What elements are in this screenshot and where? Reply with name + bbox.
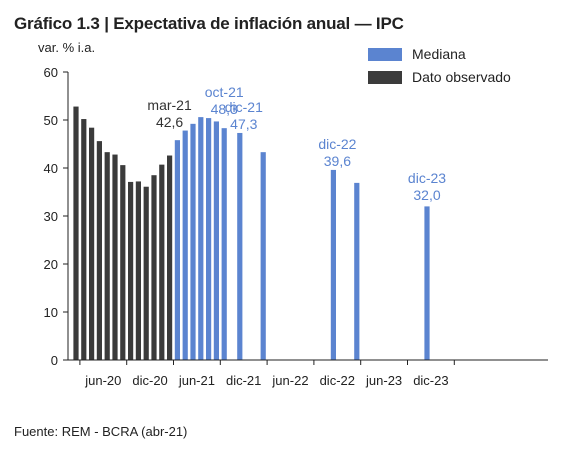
annotation-value-dic-23: 32,0 xyxy=(413,187,440,203)
observed-bar-mar-21 xyxy=(167,155,173,360)
median-bar-abr-21 xyxy=(174,140,180,360)
legend-mediana-swatch xyxy=(368,48,402,61)
y-tick-label: 30 xyxy=(44,209,58,224)
median-bar-jun-21 xyxy=(190,123,196,360)
y-axis-label: var. % i.a. xyxy=(38,40,95,55)
median-bar-mar-22 xyxy=(260,152,266,360)
annotation-date-dic-22: dic-22 xyxy=(318,136,356,152)
observed-bar-feb-21 xyxy=(159,164,165,360)
annotation-date-oct-21: oct-21 xyxy=(205,84,244,100)
observed-bar-abr-20 xyxy=(81,119,87,360)
observed-bar-ene-21 xyxy=(151,175,157,360)
annotation-value-oct-21: 48,3 xyxy=(211,101,238,117)
legend-dato-observado-swatch xyxy=(368,71,402,84)
x-tick-label: dic-22 xyxy=(320,373,355,388)
annotation-value-mar-21: 42,6 xyxy=(156,114,183,130)
observed-bar-jul-20 xyxy=(104,152,110,360)
observed-bar-jun-20 xyxy=(96,141,102,360)
y-tick-label: 60 xyxy=(44,65,58,80)
median-bar-dic-21 xyxy=(237,132,243,360)
annotation-value-dic-21: 47,3 xyxy=(230,116,257,132)
observed-bar-oct-20 xyxy=(128,181,134,360)
x-tick-label: jun-23 xyxy=(365,373,402,388)
x-tick-label: dic-21 xyxy=(226,373,261,388)
median-bar-dic-23 xyxy=(424,206,430,360)
annotation-date-dic-21: dic-21 xyxy=(225,99,263,115)
y-tick-label: 40 xyxy=(44,161,58,176)
observed-bar-may-20 xyxy=(89,127,95,361)
median-bar-oct-21 xyxy=(221,128,227,360)
legend-dato-observado-label: Dato observado xyxy=(412,69,511,85)
y-tick-label: 0 xyxy=(51,353,58,368)
observed-bar-sep-20 xyxy=(120,165,126,360)
legend-mediana: Mediana xyxy=(368,46,466,62)
observed-bar-ago-20 xyxy=(112,154,118,360)
legend-mediana-label: Mediana xyxy=(412,46,466,62)
x-tick-label: dic-23 xyxy=(413,373,448,388)
source-note: Fuente: REM - BCRA (abr-21) xyxy=(14,424,188,439)
annotation-date-mar-21: mar-21 xyxy=(147,97,192,113)
y-tick-label: 10 xyxy=(44,305,58,320)
x-tick-label: jun-21 xyxy=(178,373,215,388)
x-tick-label: dic-20 xyxy=(132,373,167,388)
annotation-value-dic-22: 39,6 xyxy=(324,153,351,169)
chart-title: Gráfico 1.3 | Expectativa de inflación a… xyxy=(14,14,404,33)
y-tick-label: 20 xyxy=(44,257,58,272)
observed-bar-dic-20 xyxy=(143,186,149,360)
x-tick-label: jun-22 xyxy=(271,373,308,388)
median-bar-sep-21 xyxy=(213,121,219,360)
median-bar-ago-21 xyxy=(206,118,212,360)
median-bar-mar-23 xyxy=(354,182,360,360)
y-tick-label: 50 xyxy=(44,113,58,128)
median-bar-jul-21 xyxy=(198,117,204,361)
annotation-date-dic-23: dic-23 xyxy=(408,170,446,186)
legend-dato-observado: Dato observado xyxy=(368,69,511,85)
median-bar-dic-22 xyxy=(330,169,336,360)
median-bar-may-21 xyxy=(182,130,188,360)
observed-bar-nov-20 xyxy=(135,181,141,360)
observed-bar-mar-20 xyxy=(73,106,79,360)
x-tick-label: jun-20 xyxy=(84,373,121,388)
